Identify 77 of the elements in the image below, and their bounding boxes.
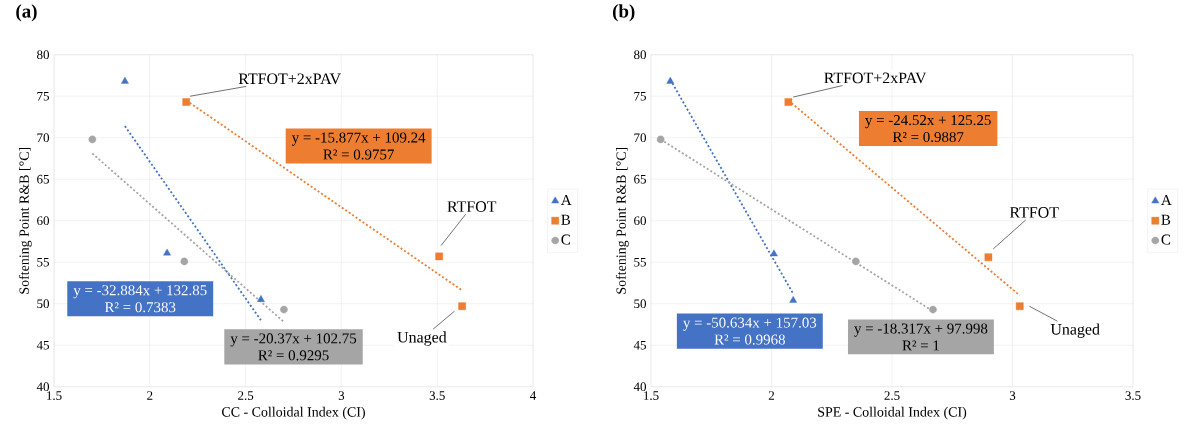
y-tick-label: 65	[634, 175, 646, 184]
point	[121, 77, 129, 84]
y-tick-label: 50	[37, 299, 50, 309]
annotation: y = -50.634x + 157.03	[683, 317, 817, 331]
x-tick-label: 3	[338, 391, 345, 401]
y-tick-label: 80	[37, 50, 50, 60]
x-tick-label: 4	[530, 391, 537, 400]
legend-label: A	[560, 195, 572, 206]
y-tick-label: 40	[633, 382, 646, 392]
x-axis-title: CC - Colloidal Index (CI)	[222, 406, 365, 420]
point	[984, 253, 993, 262]
chart-title: (b)	[612, 4, 635, 22]
annotation: R² = 0.9295	[258, 350, 329, 361]
point	[280, 305, 288, 314]
annotation: RTFOT+2xPAV	[824, 72, 927, 84]
y-tick-label: 70	[37, 133, 50, 143]
x-tick-label: 2	[147, 391, 153, 400]
point	[435, 252, 443, 261]
y-tick-label: 45	[36, 341, 49, 350]
chart-title: (a)	[16, 4, 37, 22]
x-tick-label: 3.5	[1125, 391, 1141, 401]
annotation: Unaged	[397, 331, 447, 346]
point	[666, 77, 675, 84]
y-axis-title: Softening Point R&B [°C]	[18, 148, 32, 294]
y-tick-label: 60	[634, 216, 646, 226]
point	[929, 305, 937, 314]
point	[852, 257, 860, 266]
point	[784, 98, 793, 106]
point	[257, 295, 265, 303]
annotation: y = -24.52x + 125.25	[865, 115, 991, 129]
point	[88, 135, 97, 144]
annotation: R² = 0.9757	[323, 149, 394, 160]
y-tick-label: 75	[37, 92, 49, 101]
annotation: R² = 0.9968	[714, 334, 785, 345]
legend-label: C	[561, 234, 570, 245]
y-tick-label: 80	[634, 50, 646, 60]
annotation: Unaged	[1050, 323, 1100, 339]
annotation: y = -32.884x + 132.85	[73, 285, 207, 299]
point	[163, 248, 171, 256]
point	[1015, 302, 1024, 311]
legend-label: B	[1161, 214, 1171, 225]
y-tick-label: 55	[37, 258, 49, 267]
y-tick-label: 45	[633, 341, 646, 350]
legend-label: C	[1161, 234, 1171, 245]
point	[770, 249, 778, 257]
legend-label: B	[561, 214, 571, 225]
point	[182, 98, 191, 106]
annotation: y = -20.37x + 102.75	[230, 333, 357, 347]
annotation: RTFOT	[447, 201, 497, 213]
y-tick-label: 40	[36, 382, 50, 392]
annotation: RTFOT	[1009, 207, 1059, 218]
x-tick-label: 3	[1009, 391, 1016, 401]
point	[656, 135, 665, 144]
point	[789, 296, 798, 303]
annotation: R² = 0.7383	[104, 302, 176, 313]
y-tick-label: 55	[634, 258, 646, 267]
x-tick-label: 1.5	[47, 391, 62, 401]
x-tick-label: 2	[768, 391, 775, 400]
y-tick-label: 50	[634, 299, 646, 309]
annotation: R² = 1	[902, 340, 939, 351]
y-tick-label: 70	[634, 133, 646, 143]
x-axis-title: SPE - Colloidal Index (CI)	[818, 406, 967, 420]
point	[180, 257, 189, 266]
annotation: R² = 0.9887	[892, 132, 964, 143]
y-tick-label: 60	[37, 216, 50, 226]
x-tick-label: 3.5	[429, 391, 445, 401]
legend-label: A	[1161, 195, 1172, 206]
annotation: y = -18.317x + 97.998	[854, 323, 988, 337]
x-tick-label: 1.5	[644, 391, 659, 401]
y-axis-title: Softening Point R&B [°C]	[615, 148, 629, 294]
y-tick-label: 75	[634, 92, 646, 101]
x-tick-label: 2.5	[884, 391, 900, 401]
x-tick-label: 2.5	[238, 391, 254, 401]
point	[458, 302, 466, 311]
annotation: RTFOT+2xPAV	[238, 73, 341, 85]
annotation: y = -15.877x + 109.24	[291, 132, 426, 146]
y-tick-label: 65	[37, 175, 49, 184]
